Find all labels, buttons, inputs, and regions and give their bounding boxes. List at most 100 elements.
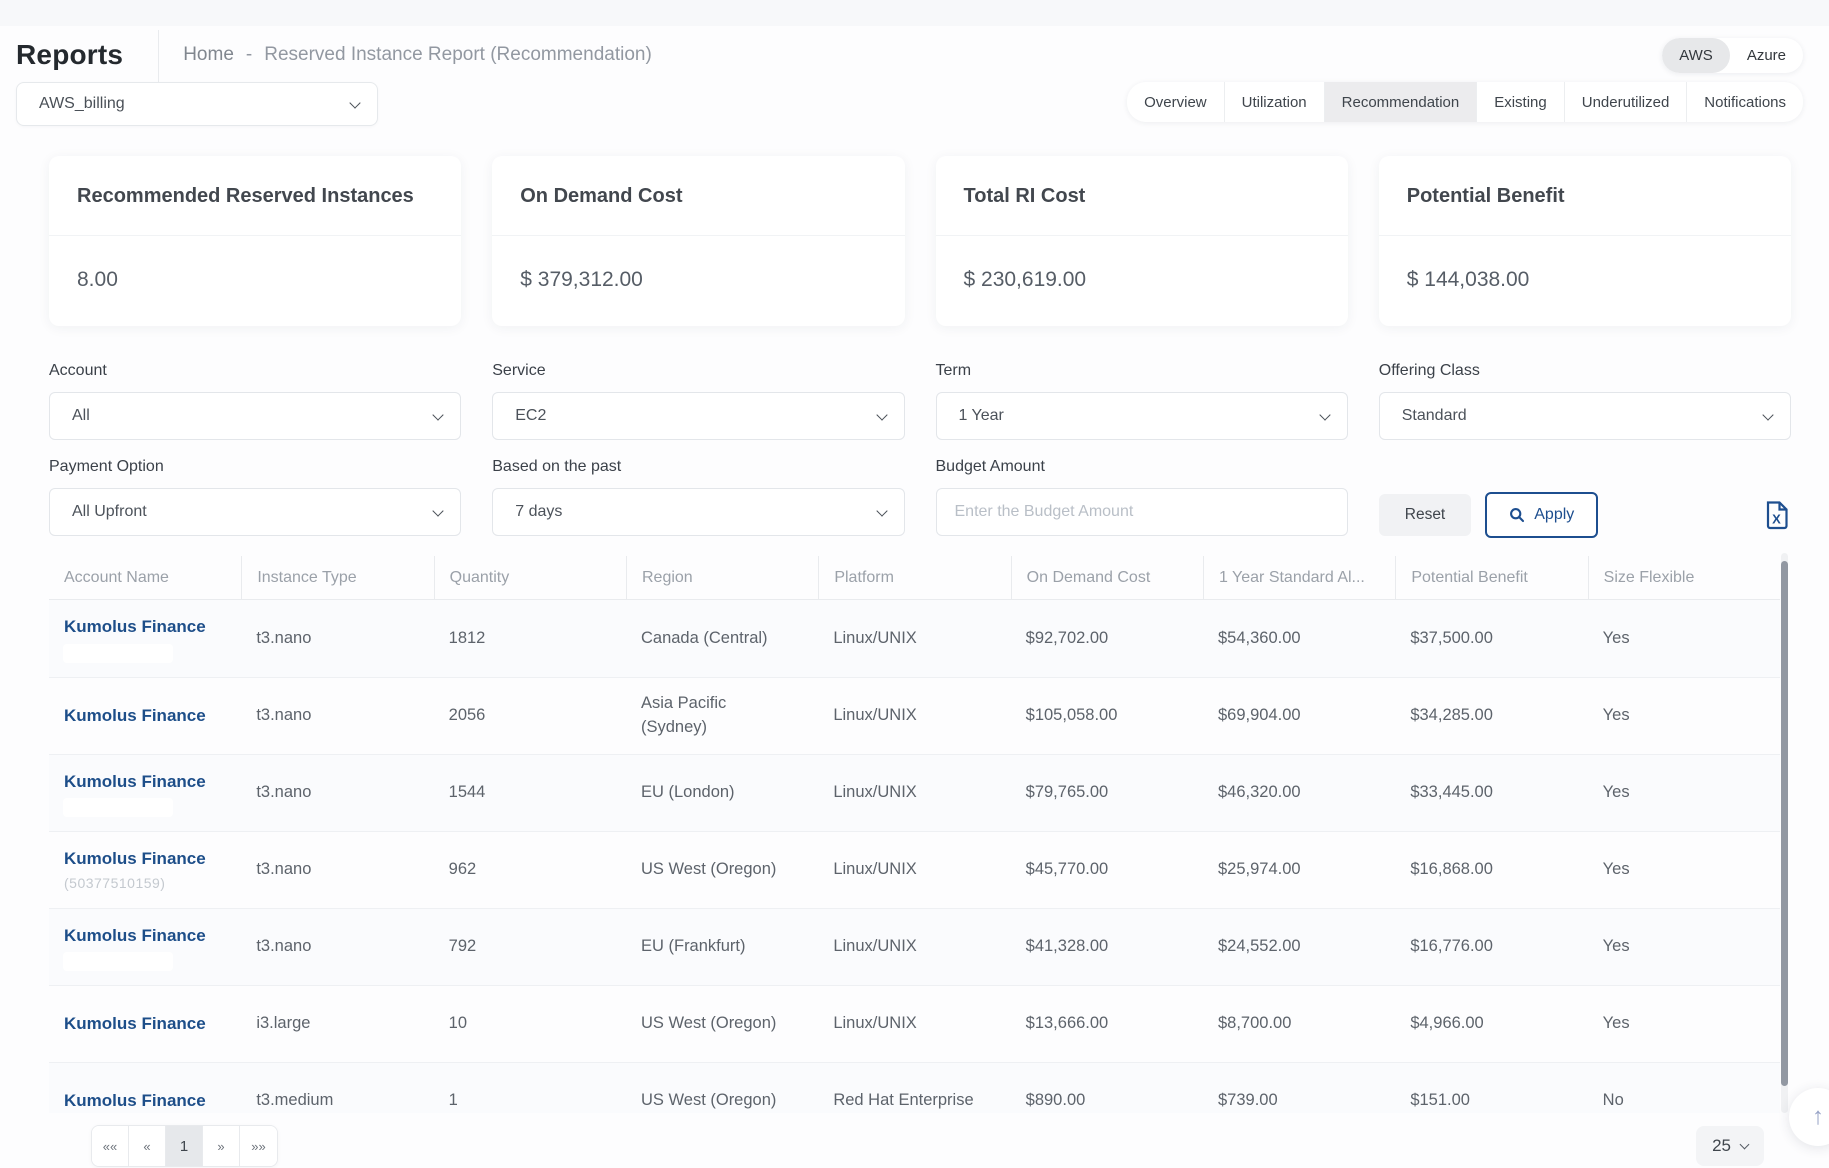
pagination-button[interactable]: «« <box>92 1126 129 1166</box>
header-divider <box>158 30 159 104</box>
breadcrumb-home[interactable]: Home <box>183 44 234 65</box>
cell-size-flexible: Yes <box>1602 628 1630 647</box>
filter-label: Term <box>935 362 972 379</box>
account-name-link[interactable]: Kumolus Finance <box>64 705 206 725</box>
chevron-down-icon <box>1739 1139 1750 1150</box>
cell-quantity: 2056 <box>448 706 486 725</box>
service-select-value: EC2 <box>515 407 547 424</box>
cell-standard-cost: $25,974.00 <box>1217 860 1301 879</box>
tab-overview[interactable]: Overview <box>1127 82 1225 122</box>
filter-label: Budget Amount <box>935 458 1045 475</box>
chevron-down-icon <box>432 505 444 517</box>
pagination: «« «1»»» <box>91 1125 278 1167</box>
service-select[interactable]: EC2 <box>492 392 905 440</box>
filter-budget-amount: Budget Amount <box>935 458 1348 538</box>
cell-on-demand-cost: $45,770.00 <box>1025 860 1109 879</box>
breadcrumb: Home - Reserved Instance Report (Recomme… <box>183 44 652 66</box>
term-select[interactable]: 1 Year <box>935 392 1348 440</box>
pagination-page-current[interactable]: 1 <box>166 1126 203 1166</box>
cell-potential-benefit: $37,500.00 <box>1410 628 1493 647</box>
cell-quantity: 10 <box>448 1014 468 1033</box>
filter-offering-class: Offering Class Standard <box>1378 362 1791 440</box>
table-header: Account Name Instance Type Quantity Region P… <box>49 556 1780 600</box>
card-on-demand-cost: On Demand Cost $ 379,312.00 <box>492 156 905 326</box>
account-name-link[interactable]: Kumolus Finance <box>64 771 206 791</box>
account-name-link[interactable]: Kumolus Finance <box>64 617 206 637</box>
account-id-redacted <box>64 644 172 662</box>
breadcrumb-separator: - <box>245 44 253 65</box>
pagination-button[interactable]: « <box>129 1126 166 1166</box>
account-select[interactable]: All <box>49 392 462 440</box>
account-name-link[interactable]: Kumolus Finance <box>64 925 206 945</box>
account-id-redacted <box>64 799 172 817</box>
pagination-button[interactable]: » <box>203 1126 240 1166</box>
cell-standard-cost: $24,552.00 <box>1217 937 1301 956</box>
cell-on-demand-cost: $79,765.00 <box>1025 783 1109 802</box>
cell-instance-type: t3.medium <box>256 1091 334 1110</box>
column-header: Account Name <box>64 568 169 586</box>
tab-existing[interactable]: Existing <box>1477 82 1565 122</box>
cell-platform: Linux/UNIX <box>833 628 917 647</box>
chevron-down-icon <box>875 409 888 421</box>
scroll-to-top-button[interactable]: ↑ <box>1789 1088 1829 1146</box>
report-tabs: Overview Utilization Recommendation Existin… <box>1127 82 1803 122</box>
filter-account: Account All <box>49 362 462 440</box>
card-title: Recommended Reserved Instances <box>49 156 462 236</box>
cloud-toggle-aws[interactable]: AWS <box>1662 37 1730 73</box>
chevron-down-icon <box>1319 409 1331 421</box>
filter-panel: Account All Service EC2 Term 1 Year Offe… <box>49 362 1791 538</box>
table-scrollbar[interactable] <box>1781 553 1788 1113</box>
tab-recommendation[interactable]: Recommendation <box>1324 82 1478 122</box>
based-on-past-select[interactable]: 7 days <box>492 488 905 536</box>
tab-utilization[interactable]: Utilization <box>1225 82 1325 122</box>
card-total-ri-cost: Total RI Cost $ 230,619.00 <box>935 156 1348 326</box>
budget-amount-input[interactable] <box>935 488 1348 536</box>
billing-account-select[interactable]: AWS_billing <box>16 82 378 126</box>
card-title: Total RI Cost <box>935 156 1348 236</box>
excel-export-button[interactable]: X <box>1765 500 1789 530</box>
table-row: Kumolus Finance t3.nano 1812 Canada (Centra… <box>49 600 1780 677</box>
tab-underutilized[interactable]: Underutilized <box>1565 82 1688 122</box>
pagination-button[interactable]: »» <box>240 1126 277 1166</box>
cell-quantity: 792 <box>448 937 477 956</box>
cell-instance-type: t3.nano <box>256 860 312 879</box>
scrollbar-thumb[interactable] <box>1781 561 1788 1086</box>
breadcrumb-current: Reserved Instance Report (Recommendation… <box>264 44 652 65</box>
cell-standard-cost: $54,360.00 <box>1217 628 1301 647</box>
page-size-select[interactable]: 25 <box>1696 1126 1764 1166</box>
cell-quantity: 1544 <box>448 783 486 802</box>
svg-text:X: X <box>1772 511 1781 526</box>
apply-button[interactable]: Apply <box>1485 492 1599 538</box>
card-value: 8.00 <box>77 268 118 291</box>
excel-export-icon: X <box>1765 500 1789 530</box>
account-name-link[interactable]: Kumolus Finance <box>64 848 206 868</box>
table-row: Kumolus Finance i3.large 10 US West (Oregon… <box>49 985 1780 1062</box>
cell-size-flexible: Yes <box>1602 783 1630 802</box>
cell-platform: Linux/UNIX <box>833 1014 917 1033</box>
cell-instance-type: t3.nano <box>256 937 312 956</box>
payment-option-select[interactable]: All Upfront <box>49 488 462 536</box>
account-id: (50377510159) <box>64 875 166 892</box>
offering-class-select[interactable]: Standard <box>1378 392 1791 440</box>
column-header: Size Flexible <box>1587 556 1780 599</box>
tab-notifications[interactable]: Notifications <box>1704 93 1786 111</box>
filter-label: Based on the past <box>492 458 622 475</box>
cloud-toggle-azure[interactable]: Azure <box>1746 46 1786 64</box>
cell-account-name: Kumolus Finance <box>49 986 241 1062</box>
card-title: On Demand Cost <box>492 156 905 236</box>
account-name-link[interactable]: Kumolus Finance <box>64 1013 206 1033</box>
cell-account-name: Kumolus Finance (50377510159) <box>49 832 241 908</box>
cell-potential-benefit: $4,966.00 <box>1410 1014 1484 1033</box>
cell-quantity: 1812 <box>448 628 486 647</box>
card-title: Potential Benefit <box>1378 156 1791 236</box>
table-row: Kumolus Finance t3.nano 792 EU (Frankfurt) L… <box>49 908 1780 985</box>
cell-region: Canada (Central) <box>640 628 768 647</box>
card-value: $ 379,312.00 <box>520 268 643 291</box>
filter-term: Term 1 Year <box>935 362 1348 440</box>
filter-label: Payment Option <box>49 458 164 475</box>
account-name-link[interactable]: Kumolus Finance <box>64 1090 206 1110</box>
term-select-value: 1 Year <box>958 407 1004 424</box>
cell-quantity: 962 <box>448 860 477 879</box>
reset-button[interactable]: Reset <box>1378 494 1472 536</box>
cell-potential-benefit: $34,285.00 <box>1410 706 1493 725</box>
